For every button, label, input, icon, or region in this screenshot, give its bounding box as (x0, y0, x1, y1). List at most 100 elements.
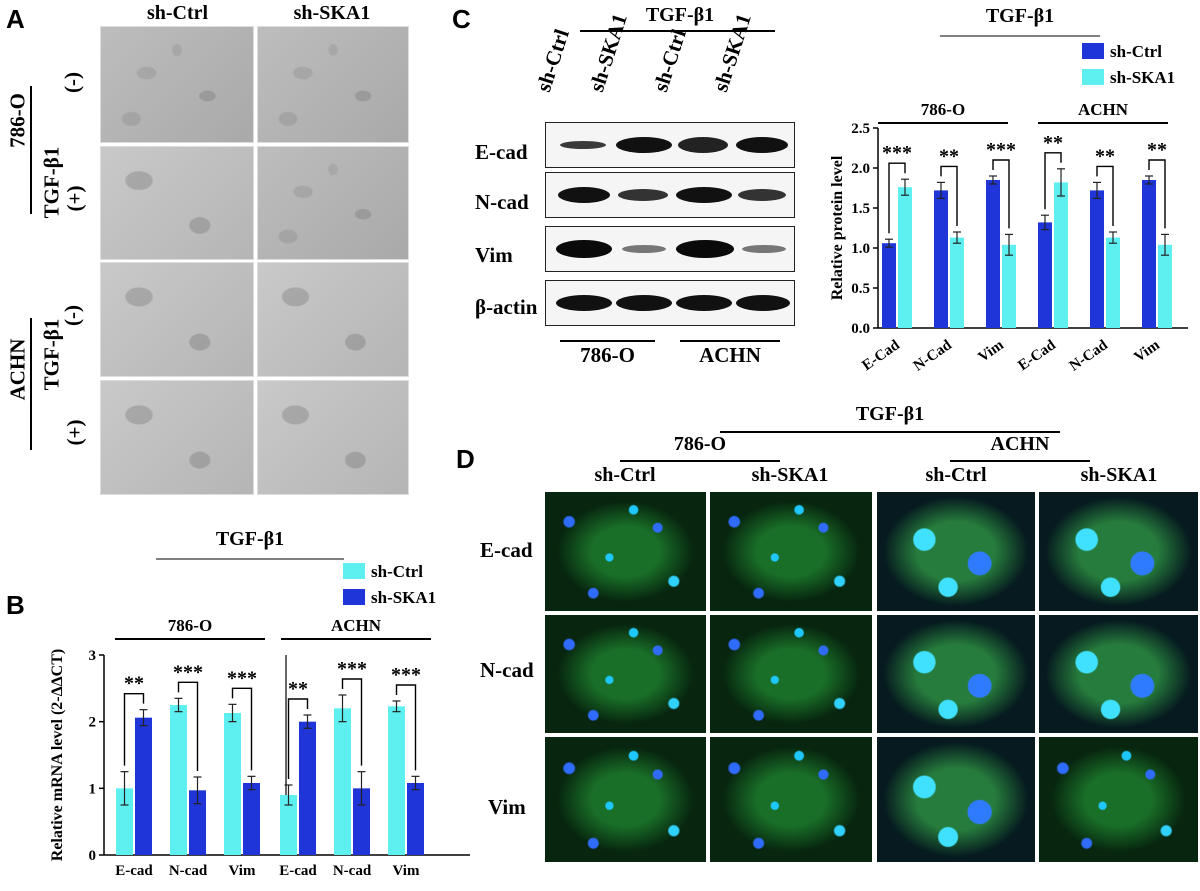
protein-level-chart: TGF-β1 sh-Ctrl sh-SKA1 0.0 0.5 1.0 1.5 2.0 2.5 Re… (829, 5, 1188, 375)
bar-sh-SKA1 (1002, 244, 1016, 328)
bar-sh-SKA1 (353, 788, 370, 855)
x-tick-label: N-cad (333, 863, 372, 879)
if-ecad-786o-ctrl (545, 492, 706, 611)
significance-bracket (341, 678, 363, 766)
legend-swatch-1 (343, 589, 365, 605)
significance-stars: *** (337, 658, 367, 680)
panel-d-label: D (456, 444, 475, 474)
y-axis-label: Relative protein level (829, 155, 846, 300)
bar-sh-SKA1 (1054, 182, 1068, 328)
panel-a-label: A (6, 4, 25, 34)
chart-title: TGF-β1 (216, 528, 284, 550)
legend-swatch-0 (343, 563, 365, 579)
significance-stars: ** (1095, 145, 1115, 167)
x-tick-label: N-Cad (911, 337, 956, 375)
panel-d-col-2: sh-SKA1 (751, 464, 829, 486)
panel-d-col-4: sh-SKA1 (1080, 464, 1158, 486)
significance-bracket (992, 159, 1010, 229)
bar-sh-SKA1 (243, 783, 260, 855)
y-tick-label: 1 (89, 781, 97, 797)
significance-stars: ** (288, 678, 308, 700)
x-tick-label: N-cad (169, 863, 208, 879)
legend-label-0: sh-Ctrl (1110, 42, 1162, 61)
bar-sh-Ctrl (882, 243, 896, 328)
panel-a-achn-minus: (-) (59, 305, 84, 326)
y-tick-label: 2 (89, 715, 97, 731)
x-tick-label: N-Cad (1067, 337, 1112, 375)
panel-d-786o-label: 786-O (673, 433, 727, 455)
if-ncad-786o-ctrl (545, 615, 706, 733)
blot-achn-line (680, 340, 780, 342)
bar-sh-SKA1 (135, 717, 152, 855)
significance-bracket (1148, 159, 1166, 229)
micrograph-achn-ctrl-minus (100, 262, 254, 377)
x-tick-label: Vim (229, 863, 256, 879)
panel-a-achn-divider (30, 318, 32, 450)
panel-d-row-ncad: N-cad (480, 658, 534, 682)
x-tick-label: Vim (975, 337, 1007, 366)
blot-row-label-ncad: N-cad (475, 190, 529, 214)
panel-d-achn-label: ACHN (990, 433, 1050, 455)
significance-bracket (177, 681, 199, 771)
bar-sh-Ctrl (1090, 190, 1104, 328)
blot-row-vim (545, 226, 795, 272)
panel-a-786o-treatment: TGF-β1 (39, 146, 64, 219)
panel-d-row-vim: Vim (488, 795, 526, 819)
blot-lane-label-1: sh-Ctrl (531, 26, 574, 95)
bar-sh-Ctrl (116, 788, 133, 855)
significance-stars: *** (882, 142, 912, 164)
bar-sh-SKA1 (1106, 237, 1120, 328)
group-label: 786-O (921, 100, 965, 119)
panel-a-786o-plus: (+) (62, 185, 87, 212)
blot-row-ncad (545, 172, 795, 218)
micrograph-786o-ctrl-plus (100, 146, 254, 260)
blot-treatment-line (580, 30, 775, 32)
if-vim-achn-ska1 (1039, 737, 1198, 862)
panel-b-label: B (6, 590, 25, 620)
significance-stars: *** (986, 139, 1016, 161)
micrograph-786o-ctrl-minus (100, 26, 254, 143)
blot-row-label-vim: Vim (475, 243, 513, 267)
micrograph-786o-ska1-plus (257, 146, 409, 260)
significance-stars: *** (227, 667, 257, 689)
significance-bracket (1044, 152, 1062, 210)
group-label: ACHN (1078, 100, 1129, 119)
significance-bracket (888, 162, 906, 234)
if-ncad-achn-ctrl (877, 615, 1035, 733)
bar-sh-Ctrl (224, 713, 241, 855)
panel-d-col-3: sh-Ctrl (925, 464, 987, 486)
if-ecad-achn-ctrl (877, 492, 1035, 611)
significance-bracket (1096, 165, 1114, 226)
significance-bracket (123, 692, 145, 766)
bar-sh-Ctrl (388, 706, 405, 855)
panel-d-treatment-line (720, 431, 1060, 433)
blot-lane-label-3: sh-Ctrl (648, 26, 691, 95)
bar-sh-Ctrl (170, 705, 187, 855)
legend-swatch-0 (1082, 43, 1104, 59)
bar-sh-Ctrl (934, 190, 948, 328)
panel-d-treatment: TGF-β1 (855, 403, 925, 425)
if-ncad-achn-ska1 (1039, 615, 1198, 733)
panel-d-achn-line (950, 460, 1090, 462)
if-vim-786o-ctrl (545, 737, 706, 862)
legend-label-1: sh-SKA1 (371, 588, 436, 607)
panel-a-achn-plus: (+) (62, 419, 87, 446)
blot-row-label-actin: β-actin (475, 295, 538, 319)
significance-bracket (287, 698, 309, 779)
y-tick-label: 1.0 (851, 241, 870, 257)
x-tick-label: E-cad (115, 863, 153, 879)
blot-786o-label: 786-O (580, 343, 635, 367)
y-tick-label: 0 (89, 848, 97, 864)
bar-sh-Ctrl (986, 180, 1000, 328)
blot-786o-line (560, 340, 655, 342)
if-vim-achn-ctrl (877, 737, 1035, 862)
group-label: ACHN (331, 616, 382, 635)
bar-sh-SKA1 (299, 721, 316, 855)
y-tick-label: 1.5 (851, 201, 870, 217)
bar-sh-SKA1 (898, 187, 912, 328)
group-label: 786-O (168, 616, 212, 635)
bar-sh-SKA1 (189, 790, 206, 855)
y-tick-label: 2.5 (851, 121, 870, 137)
x-tick-label: Vim (1131, 337, 1163, 366)
significance-bracket (940, 165, 958, 226)
